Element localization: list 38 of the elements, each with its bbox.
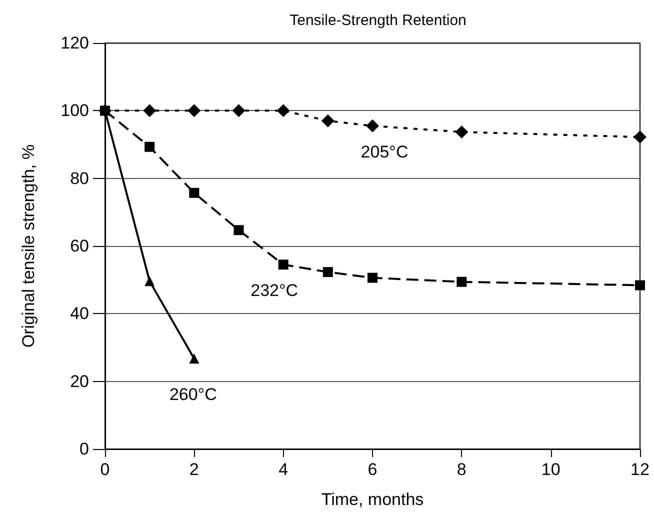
y-tick-label: 40 bbox=[70, 304, 89, 324]
y-tick-label: 0 bbox=[80, 440, 89, 458]
y-tick-label: 120 bbox=[60, 34, 89, 52]
point bbox=[232, 104, 246, 118]
x-tick-label: 4 bbox=[278, 460, 288, 479]
point bbox=[144, 142, 155, 152]
series-label: 205°C bbox=[360, 142, 408, 162]
x-tick-label: 10 bbox=[541, 460, 560, 479]
series-label: 260°C bbox=[169, 385, 217, 404]
y-tick-label: 100 bbox=[60, 101, 89, 120]
y-tick-label: 20 bbox=[70, 372, 89, 391]
y-tick-label: 60 bbox=[70, 236, 89, 256]
y-axis-title: Original tensile strength, % bbox=[19, 144, 38, 348]
point bbox=[143, 104, 156, 118]
point bbox=[188, 104, 201, 118]
point bbox=[144, 276, 155, 286]
x-tick-label: 6 bbox=[368, 460, 378, 479]
point bbox=[635, 280, 645, 290]
x-tick-label: 2 bbox=[189, 460, 199, 479]
x-tick-label: 12 bbox=[630, 460, 650, 479]
point bbox=[456, 276, 467, 287]
point bbox=[276, 104, 290, 118]
point bbox=[321, 114, 334, 128]
point bbox=[189, 188, 200, 198]
x-tick-label: 8 bbox=[456, 460, 466, 479]
point bbox=[368, 272, 378, 283]
x-axis-title: Time, months bbox=[321, 490, 424, 509]
point bbox=[189, 354, 200, 364]
chart-title: Tensile-Strength Retention bbox=[290, 12, 466, 29]
point bbox=[366, 119, 379, 132]
point bbox=[278, 260, 288, 270]
point bbox=[234, 225, 244, 236]
x-tick-label: 0 bbox=[100, 460, 110, 479]
series-label: 232°C bbox=[250, 281, 298, 300]
point bbox=[634, 130, 646, 144]
point bbox=[455, 125, 468, 138]
y-tick-label: 80 bbox=[70, 168, 89, 188]
point bbox=[322, 267, 333, 278]
